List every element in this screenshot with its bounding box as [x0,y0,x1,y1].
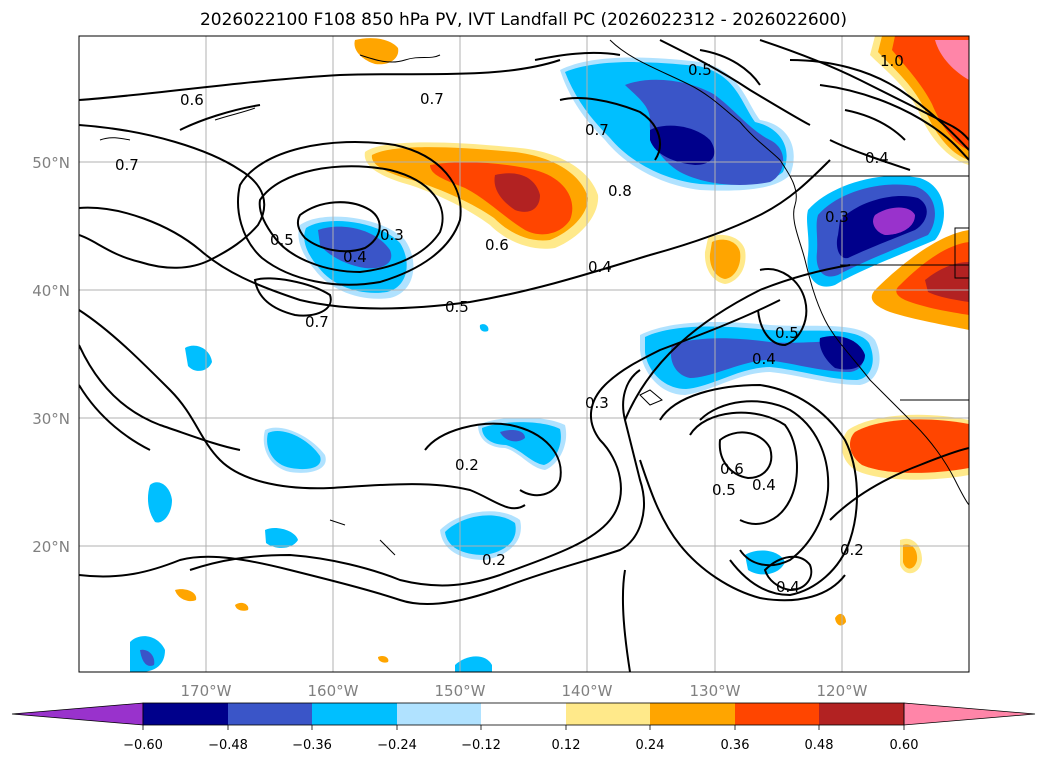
colorbar-frame [142,702,905,726]
colorbar-bin [819,703,904,725]
lon-label-120w: 120°W [817,682,868,700]
lon-label-130w: 130°W [690,682,741,700]
lat-label-40n: 40°N [32,282,70,300]
colorbar-tick-label: −0.48 [208,738,248,753]
contour-label-14: 0.5 [688,61,712,79]
lon-label-140w: 140°W [562,682,613,700]
contour-label-23: 0.3 [825,208,849,226]
contour-label-20: 0.4 [865,149,889,167]
colorbar-bin [566,703,650,725]
latitude-labels: 50°N 40°N 30°N 20°N [32,154,70,556]
colorbar-bin [228,703,312,725]
colorbar-bin [735,703,819,725]
negative-anomaly-regions [130,57,945,672]
lon-label-160w: 160°W [308,682,359,700]
contour-label-5: 0.7 [115,156,139,174]
contour-label-16: 0.4 [588,258,612,276]
longitude-labels: 170°W 160°W 150°W 140°W 130°W 120°W [181,682,868,700]
colorbar-tick-label: −0.36 [292,738,332,753]
colorbar-tick-label: 0.24 [636,738,665,753]
contour-label-17: 0.4 [752,350,776,368]
contour-label-11: 0.5 [445,298,469,316]
contour-label-10: 0.5 [270,231,294,249]
contour-label-7: 0.6 [180,91,204,109]
contour-label-4: 0.7 [420,90,444,108]
map-field: 1.0 0.8 0.7 0.7 0.7 0.7 0.6 0.6 0.6 0.5 … [79,36,969,672]
lon-label-170w: 170°W [181,682,232,700]
colorbar-tick-label: −0.60 [123,738,163,753]
contour-label-19: 0.4 [776,578,800,596]
colorbar-labels: −0.60 −0.48 −0.36 −0.24 −0.12 0.12 0.24 … [123,738,918,753]
contour-label-1: 1.0 [880,52,904,70]
contour-label-12: 0.5 [775,324,799,342]
colorbar-tick-label: 0.60 [890,738,919,753]
colorbar-tick-label: 0.48 [805,738,834,753]
pv-contours [79,39,969,672]
colorbar-ticks [142,725,905,730]
contour-label-6: 0.7 [305,313,329,331]
colorbar-bin [143,703,228,725]
map-frame [78,35,970,673]
contour-label-22: 0.3 [585,394,609,412]
colorbar-extend-right [903,702,1036,726]
lat-label-30n: 30°N [32,410,70,428]
colorbar-extend-left [11,702,144,726]
contour-label-26: 0.2 [840,541,864,559]
lat-label-20n: 20°N [32,538,70,556]
colorbar-bin [650,703,735,725]
contour-label-25: 0.2 [482,551,506,569]
contour-label-13: 0.5 [712,481,736,499]
colorbar-tick-label: −0.24 [377,738,417,753]
contour-labels: 1.0 0.8 0.7 0.7 0.7 0.7 0.6 0.6 0.6 0.5 … [115,52,904,596]
contour-label-2: 0.8 [608,182,632,200]
colorbar-bin [312,703,397,725]
contour-label-21: 0.3 [380,226,404,244]
contour-label-15: 0.4 [343,248,367,266]
contour-label-18: 0.4 [752,476,776,494]
colorbar-tick-label: 0.36 [721,738,750,753]
colorbar-bin [481,703,566,725]
map-title: 2026022100 F108 850 hPa PV, IVT Landfall… [199,10,847,30]
contour-label-9: 0.6 [720,460,744,478]
contour-label-24: 0.2 [455,456,479,474]
lat-label-50n: 50°N [32,154,70,172]
coastlines [99,39,969,556]
colorbar: −0.60 −0.48 −0.36 −0.24 −0.12 0.12 0.24 … [11,702,1036,753]
colorbar-tick-label: 0.12 [552,738,581,753]
colorbar-tick-label: −0.12 [461,738,501,753]
colorbar-bin [397,703,481,725]
lon-label-150w: 150°W [435,682,486,700]
contour-label-3: 0.7 [585,121,609,139]
contour-label-8: 0.6 [485,236,509,254]
